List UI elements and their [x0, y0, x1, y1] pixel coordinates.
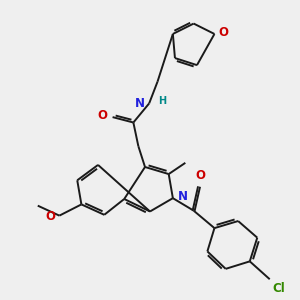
- Text: O: O: [219, 26, 229, 39]
- Text: O: O: [98, 110, 108, 122]
- Text: O: O: [45, 210, 55, 223]
- Text: N: N: [135, 97, 145, 110]
- Text: Cl: Cl: [272, 282, 285, 295]
- Text: H: H: [158, 96, 166, 106]
- Text: N: N: [178, 190, 188, 203]
- Text: O: O: [195, 169, 205, 182]
